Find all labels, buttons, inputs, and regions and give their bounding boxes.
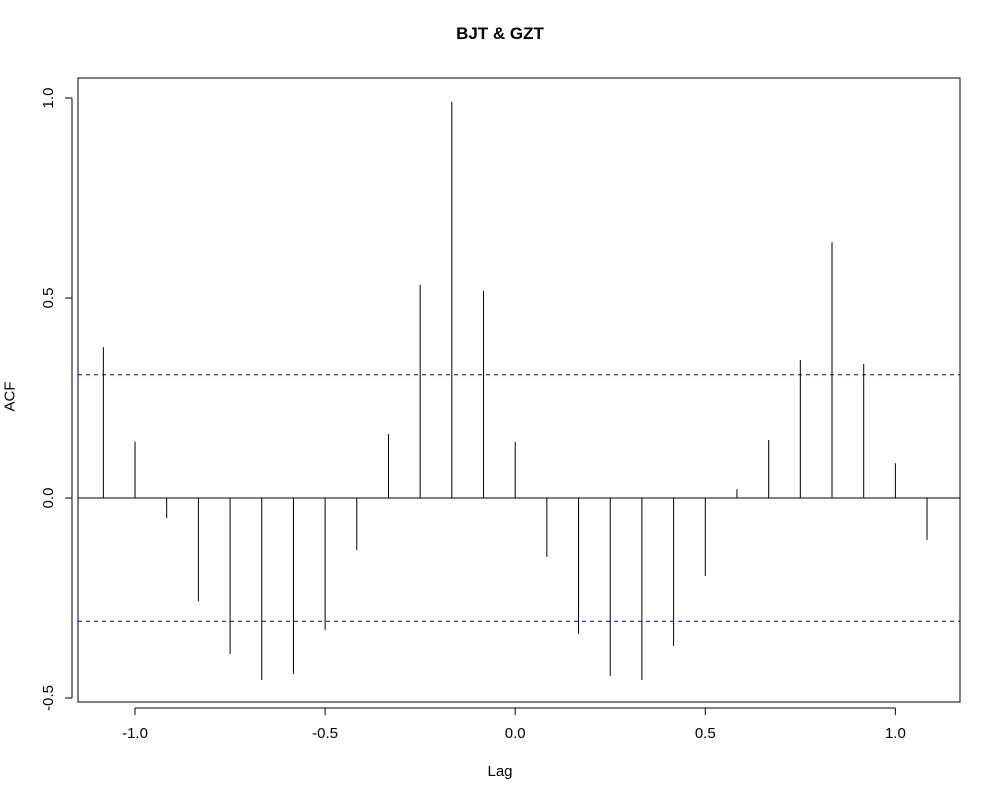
x-tick-label: -0.5 xyxy=(312,725,338,742)
x-tick-label: 1.0 xyxy=(885,725,906,742)
plot-frame xyxy=(77,77,961,703)
x-tick-label: -1.0 xyxy=(122,725,148,742)
chart-title: BJT & GZT xyxy=(456,24,544,43)
x-tick-label: 0.5 xyxy=(695,725,716,742)
x-tick-label: 0.0 xyxy=(505,725,526,742)
y-tick-label: -0.5 xyxy=(40,685,57,711)
x-axis-label: Lag xyxy=(487,763,513,780)
y-tick-label: 1.0 xyxy=(40,88,57,109)
y-tick-label: 0.0 xyxy=(40,488,57,509)
y-tick-label: 0.5 xyxy=(40,288,57,309)
